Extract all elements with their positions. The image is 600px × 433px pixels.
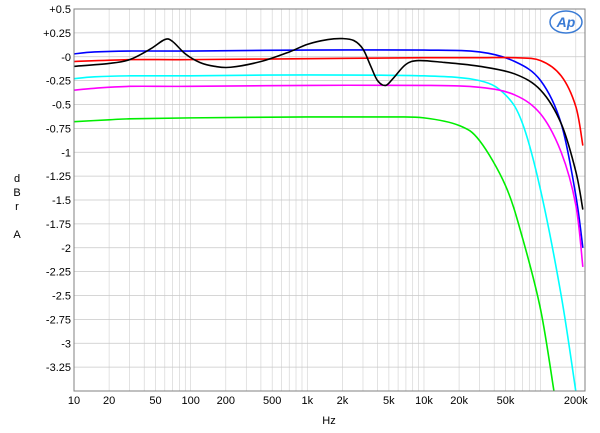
x-tick-label: 10 xyxy=(68,395,80,407)
x-tick-label: 50 xyxy=(149,395,161,407)
y-axis-label-char: B xyxy=(13,187,20,199)
y-tick-label: +0.25 xyxy=(43,28,71,40)
y-tick-label: -1.5 xyxy=(52,195,71,207)
y-tick-label: -1.75 xyxy=(46,219,71,231)
x-tick-label: 20 xyxy=(103,395,115,407)
x-tick-label: 200 xyxy=(217,395,235,407)
y-tick-label: +0.5 xyxy=(49,4,71,16)
y-tick-label: -2 xyxy=(61,243,71,255)
y-tick-label: -2.75 xyxy=(46,314,71,326)
x-tick-label: 200k xyxy=(564,395,588,407)
y-axis-label-char: r xyxy=(15,201,19,213)
y-tick-label: -1.25 xyxy=(46,171,71,183)
y-tick-label: -0.75 xyxy=(46,123,71,135)
x-tick-label: 10k xyxy=(415,395,433,407)
y-axis-label-char: d xyxy=(14,173,20,185)
logo-text: Ap xyxy=(556,14,576,30)
x-tick-label: 20k xyxy=(450,395,468,407)
ap-logo: Ap xyxy=(549,10,583,34)
series-line-2 xyxy=(74,56,584,146)
y-tick-label: -2.5 xyxy=(52,291,71,303)
y-tick-label: -1 xyxy=(61,147,71,159)
x-tick-label: 5k xyxy=(383,395,395,407)
y-axis-label-char: A xyxy=(13,229,21,241)
y-tick-label: -2.25 xyxy=(46,267,71,279)
y-tick-label: -3 xyxy=(61,338,71,350)
y-tick-label: -0.25 xyxy=(46,76,71,88)
series-line-4 xyxy=(74,84,584,267)
series-line-6 xyxy=(74,37,584,210)
plot-frame xyxy=(73,8,586,392)
x-tick-label: 1k xyxy=(302,395,314,407)
x-tick-label: 100 xyxy=(181,395,199,407)
x-tick-label: 50k xyxy=(497,395,515,407)
x-axis-label: Hz xyxy=(322,415,335,427)
series-line-3 xyxy=(74,74,577,391)
x-tick-label: 2k xyxy=(337,395,349,407)
y-tick-label: -0 xyxy=(61,52,71,64)
x-tick-label: 500 xyxy=(263,395,281,407)
y-axis-label: dBr A xyxy=(13,173,21,241)
y-tick-label: -0.5 xyxy=(52,100,71,112)
y-tick-label: -3.25 xyxy=(46,362,71,374)
series-line-5 xyxy=(74,115,555,391)
